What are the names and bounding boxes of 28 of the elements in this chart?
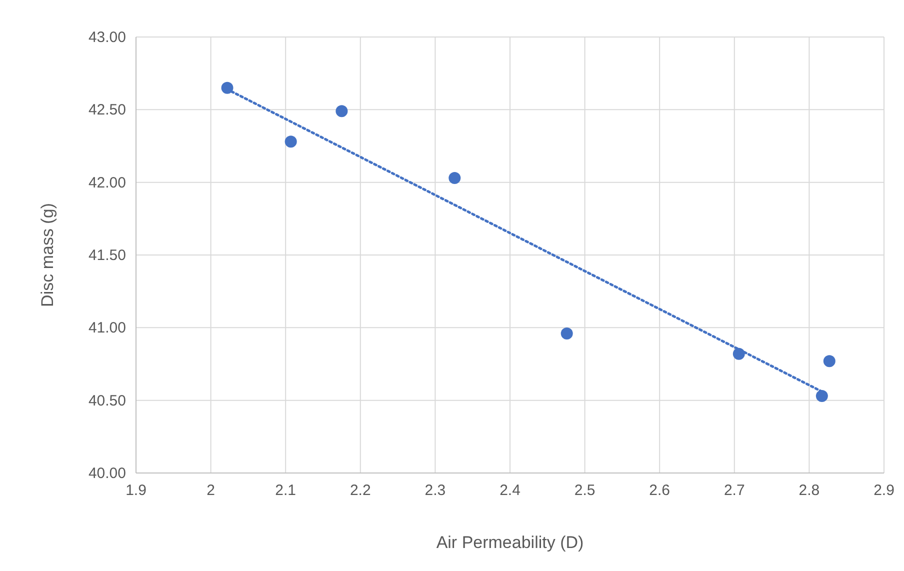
y-tick-label: 41.00 [88,320,126,337]
point [284,136,297,148]
point [448,172,461,184]
point [823,355,836,368]
x-tick-label: 2.7 [724,482,745,499]
point [732,348,745,360]
x-axis-title: Air Permeability (D) [436,533,584,552]
x-tick-label: 2.4 [500,482,520,499]
x-tick-label: 2 [206,482,215,499]
x-tick-label: 1.9 [126,482,146,499]
point [336,105,348,118]
x-tick-label: 2.6 [649,482,670,499]
point [221,82,234,94]
x-tick-label: 2.2 [350,482,371,499]
point [560,327,573,340]
y-axis-title: Disc mass (g) [38,203,57,307]
x-tick-label: 2.9 [874,482,894,499]
y-tick-label: 42.00 [88,174,126,192]
x-tick-label: 2.5 [574,482,596,499]
x-tick-label: 2.3 [424,482,446,499]
x-tick-label: 2.8 [798,482,820,499]
y-tick-label: 41.50 [88,247,126,264]
y-tick-label: 42.50 [88,102,126,119]
x-tick-label: 2.1 [275,482,296,499]
y-tick-label: 43.00 [88,29,126,46]
y-tick-label: 40.00 [88,465,126,482]
y-tick-label: 40.50 [88,392,126,410]
point [816,390,828,402]
